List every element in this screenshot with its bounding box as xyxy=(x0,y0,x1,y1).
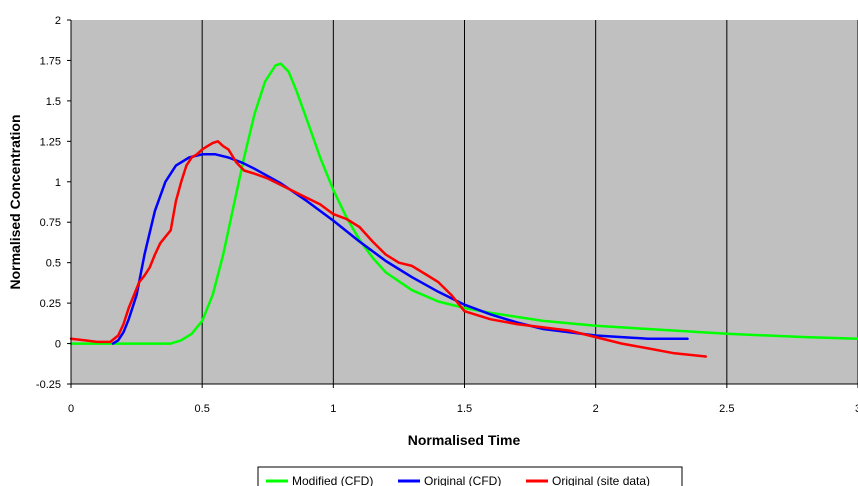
legend-label: Original (site data) xyxy=(552,474,650,486)
x-tick-label: 0 xyxy=(68,403,74,415)
y-tick-label: 1.5 xyxy=(46,96,61,108)
x-tick-label: 2.5 xyxy=(719,403,734,415)
y-axis-title: Normalised Concentration xyxy=(7,114,23,289)
x-tick-label: 1.5 xyxy=(457,403,472,415)
axes xyxy=(67,19,858,388)
grid-lines xyxy=(201,20,858,384)
x-tick-label: 1 xyxy=(330,403,336,415)
y-tick-label: 2 xyxy=(55,15,61,27)
series-lines xyxy=(69,62,858,358)
y-tick-label: 0.5 xyxy=(46,258,61,270)
y-tick-label: 0 xyxy=(55,339,61,351)
y-tick-label: -0.25 xyxy=(36,379,61,391)
legend-label: Original (CFD) xyxy=(424,474,501,486)
series-line-3 xyxy=(69,140,708,358)
y-tick-label: 1.25 xyxy=(40,136,61,148)
legend-box xyxy=(257,466,683,486)
series-line-1 xyxy=(69,62,858,345)
y-tick-label: 0.75 xyxy=(40,217,61,229)
legend: Modified (CFD) Original (CFD) Original (si… xyxy=(257,466,683,486)
y-tick-label: 0.25 xyxy=(40,298,61,310)
x-axis-title: Normalised Time xyxy=(408,432,521,448)
y-tick-label: 1.75 xyxy=(40,55,61,67)
x-tick-label: 0.5 xyxy=(195,403,210,415)
legend-label: Modified (CFD) xyxy=(292,474,373,486)
series-line-2 xyxy=(111,153,689,345)
x-tick-label: 3 xyxy=(855,403,858,415)
tick-labels: -0.25 0 0.25 0.5 0.75 1 1.25 1.5 1.75 2 0 0.5 1 1.5 2 2… xyxy=(36,15,858,415)
y-tick-label: 1 xyxy=(55,177,61,189)
x-tick-label: 2 xyxy=(593,403,599,415)
